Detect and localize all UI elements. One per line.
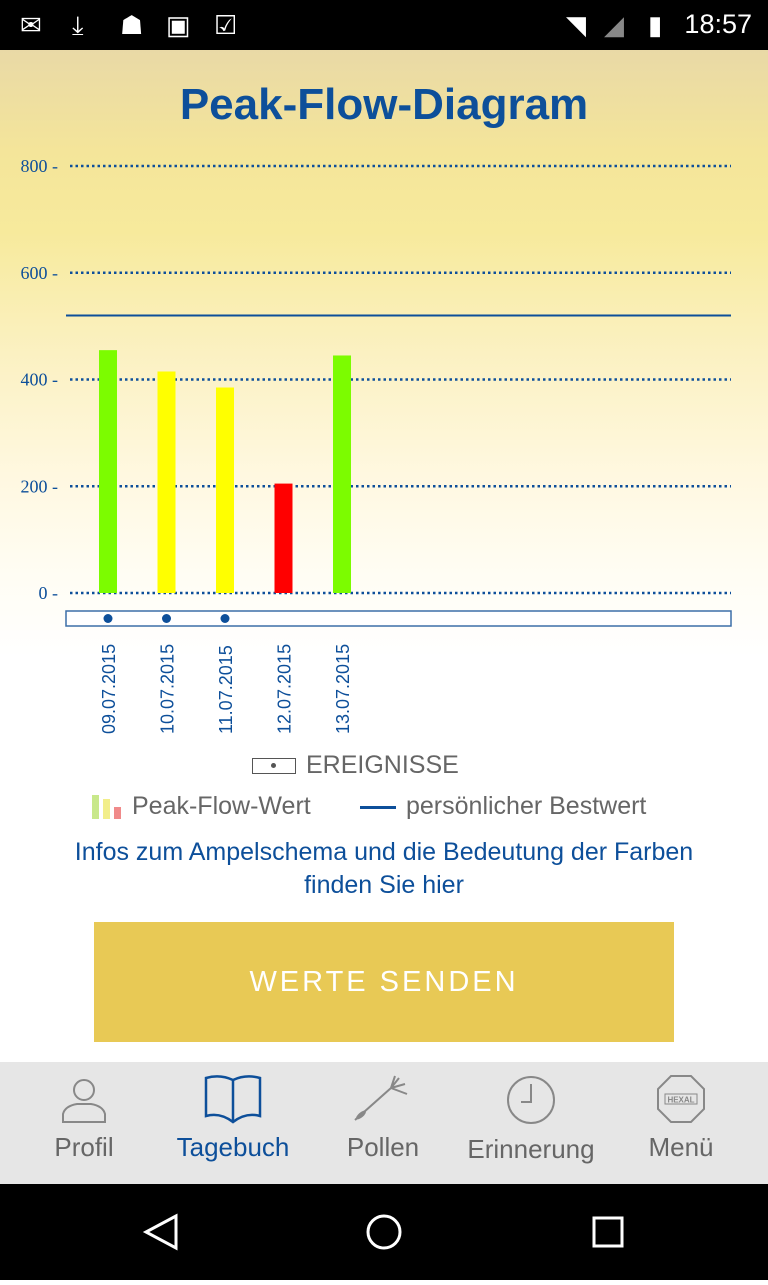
x-tick-label: 11.07.2015 [216,645,236,734]
book-icon [204,1075,262,1124]
nav-item-tagebuch[interactable]: Tagebuch [158,1062,308,1184]
pollen-icon [354,1075,408,1121]
x-tick-label: 13.07.2015 [333,644,353,734]
events-strip [65,610,732,627]
bar [274,483,293,593]
events-legend-icon [252,758,296,775]
y-tick-label: 800 - [21,156,59,176]
page-title: Peak-Flow-Diagram [179,80,589,129]
legend-events: EREIGNISSE [252,751,459,780]
nav-label: Tagebuch [176,1132,290,1162]
nav-label: Profil [54,1132,114,1162]
peak-flow-chart: 0 - 200 - 400 - 600 - 800 - 09.07.2015 10.07.2… [21,156,732,734]
event-marker [220,614,230,623]
legend-events-label: EREIGNISSE [306,751,459,779]
main-content: Peak-Flow-Diagram 0 - 200 - 400 - 600 - 800 … [0,50,768,1062]
bar [216,387,234,593]
nav-label: Erinnerung [467,1134,595,1164]
back-icon[interactable] [142,1213,178,1251]
nav-label: Pollen [346,1132,420,1162]
android-icon: ☗ [120,10,144,40]
nav-item-profil[interactable]: Profil [9,1062,159,1184]
status-bar: ✉ ⤓ ☗ ▣ ☑ ◥ ◢ ▮ 18:57 [0,0,768,50]
person-icon [62,1079,106,1123]
legend-best: persönlicher Bestwert [360,792,646,821]
x-tick-label: 12.07.2015 [275,644,295,734]
legend-best-label: persönlicher Bestwert [406,792,647,820]
event-marker [103,614,113,623]
x-tick-label: 10.07.2015 [158,644,178,734]
nav-item-pollen[interactable]: Pollen [308,1062,458,1184]
mail-icon: ✉ [20,10,42,40]
bars-legend-icon [92,795,122,820]
bar [99,350,117,593]
recents-icon[interactable] [592,1216,624,1248]
play-store-icon: ▣ [166,10,191,40]
event-marker [162,614,171,623]
bar [333,355,351,593]
wifi-icon: ◥ [566,10,586,40]
system-nav-bar [0,1184,768,1280]
legend-peak-flow: Peak-Flow-Wert [92,792,311,821]
nav-label: Menü [648,1132,714,1162]
legend-peak-flow-label: Peak-Flow-Wert [132,792,311,820]
y-tick-label: 0 - [39,583,59,603]
clock-icon [507,1076,555,1124]
info-link[interactable]: Infos zum Ampelschema und die Bedeutung … [74,838,694,899]
clipboard-check-icon: ☑ [214,10,238,40]
download-icon: ⤓ [72,10,84,40]
nav-item-menu[interactable]: HEXAL Menü [606,1062,756,1184]
nav-item-erinnerung[interactable]: Erinnerung [456,1062,606,1184]
y-tick-label: 600 - [21,263,59,283]
line-legend-icon [360,805,396,809]
battery-charging-icon: ▮ [648,10,663,40]
hexal-icon: HEXAL [657,1075,705,1123]
signal-icon: ◢ [604,10,624,40]
y-tick-label: 200 - [21,476,59,496]
clock: 18:57 [684,9,752,39]
bottom-nav: Profil Tagebuch Pollen Erinnerung HEXAL … [0,1062,768,1184]
bar [157,371,176,593]
y-tick-label: 400 - [21,370,59,390]
x-tick-label: 09.07.2015 [99,644,119,734]
home-icon[interactable] [366,1214,402,1250]
svg-text:HEXAL: HEXAL [667,1096,694,1105]
send-values-button[interactable]: WERTE SENDEN [94,922,674,1042]
